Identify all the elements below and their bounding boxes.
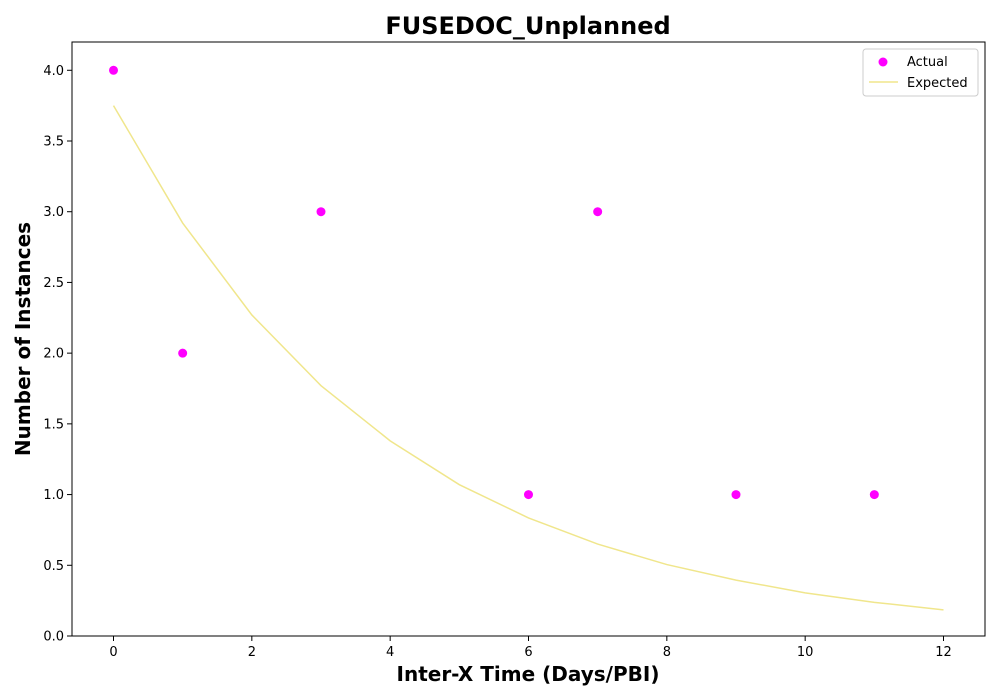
x-tick-label: 10 bbox=[797, 645, 814, 660]
data-point-actual bbox=[593, 207, 603, 217]
x-axis-label: Inter-X Time (Days/PBI) bbox=[397, 662, 660, 686]
x-tick-label: 12 bbox=[935, 645, 952, 660]
y-tick-label: 0.0 bbox=[43, 630, 64, 645]
data-point-actual bbox=[731, 490, 741, 500]
chart-title: FUSEDOC_Unplanned bbox=[385, 12, 670, 40]
y-tick-label: 3.0 bbox=[43, 205, 64, 220]
x-tick-label: 8 bbox=[663, 645, 671, 660]
legend-actual-marker bbox=[878, 57, 888, 67]
x-axis: 0 2 4 6 8 10 12 bbox=[109, 636, 952, 660]
x-tick-label: 0 bbox=[109, 645, 117, 660]
x-tick-label: 6 bbox=[524, 645, 532, 660]
y-tick-label: 4.0 bbox=[43, 64, 64, 79]
data-point-actual bbox=[524, 490, 533, 500]
x-tick-label: 4 bbox=[386, 645, 394, 660]
legend-actual-label: Actual bbox=[907, 55, 948, 70]
legend-expected-label: Expected bbox=[907, 76, 968, 91]
data-point-actual bbox=[109, 65, 118, 75]
y-tick-label: 1.5 bbox=[43, 417, 64, 432]
data-point-actual bbox=[316, 207, 326, 217]
series-line-expected bbox=[112, 105, 944, 611]
data-point-actual bbox=[869, 490, 879, 500]
x-tick-label: 2 bbox=[248, 645, 256, 660]
legend-box bbox=[862, 48, 979, 97]
plot-area bbox=[71, 41, 986, 637]
y-axis: 0.0 0.5 1.0 1.5 2.0 2.5 3.0 3.5 4.0 bbox=[43, 64, 72, 645]
y-tick-label: 2.0 bbox=[43, 347, 64, 362]
y-tick-label: 0.5 bbox=[43, 559, 64, 574]
series-layer bbox=[109, 65, 944, 611]
y-axis-label: Number of Instances bbox=[11, 222, 35, 456]
y-tick-label: 3.5 bbox=[43, 135, 64, 150]
data-point-actual bbox=[178, 348, 188, 358]
y-tick-label: 2.5 bbox=[43, 276, 64, 291]
y-tick-label: 1.0 bbox=[43, 488, 64, 503]
legend: Actual Expected bbox=[862, 48, 979, 97]
